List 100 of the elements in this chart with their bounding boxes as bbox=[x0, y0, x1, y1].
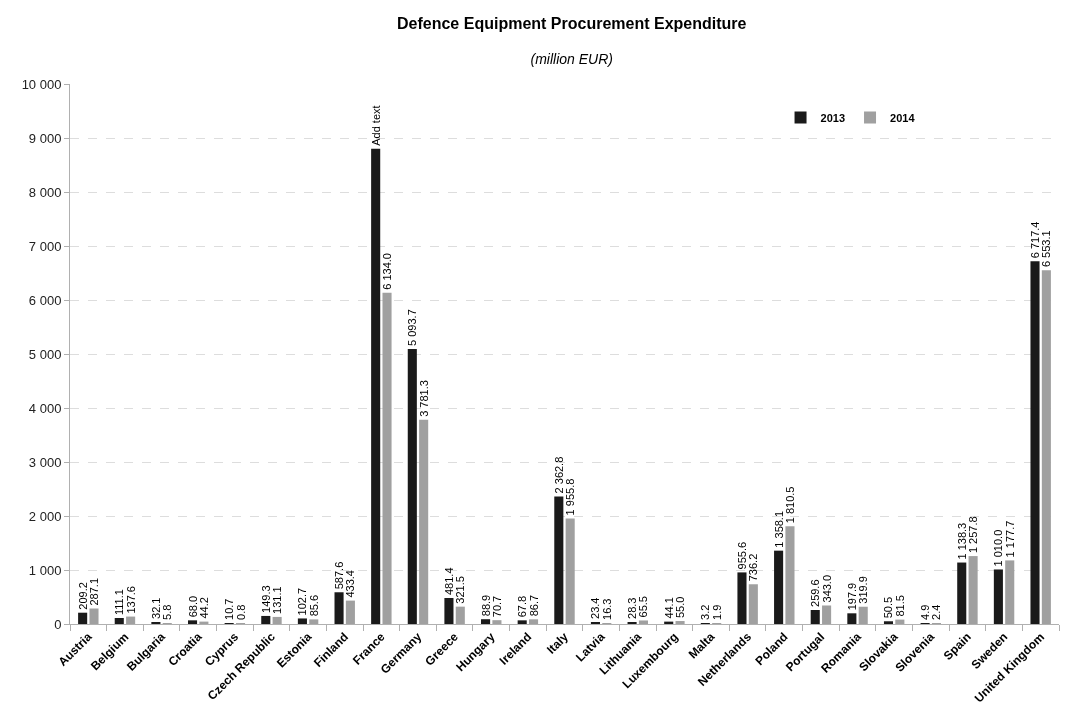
data-label: Add text bbox=[369, 105, 382, 146]
bar bbox=[89, 608, 99, 624]
data-label: 88.9 bbox=[479, 594, 492, 617]
data-label: 1 010.0 bbox=[992, 529, 1005, 567]
data-label: 4.9 bbox=[919, 604, 932, 620]
bar bbox=[1041, 270, 1051, 624]
bar bbox=[822, 605, 832, 624]
bar bbox=[455, 606, 465, 624]
data-label: 343.0 bbox=[820, 574, 833, 603]
bar bbox=[444, 598, 454, 624]
data-label: 1 138.3 bbox=[955, 522, 968, 560]
data-label: 10.7 bbox=[223, 598, 236, 620]
data-label: 1 810.5 bbox=[783, 486, 796, 524]
data-label: 85.6 bbox=[307, 594, 320, 617]
y-tick-label: 4 000 bbox=[28, 400, 62, 416]
chart-subtitle: (million EUR) bbox=[530, 51, 613, 68]
bar bbox=[895, 619, 905, 624]
bar bbox=[78, 612, 88, 624]
bar bbox=[272, 616, 282, 624]
bar bbox=[774, 550, 784, 624]
bar bbox=[529, 619, 539, 624]
bar bbox=[810, 609, 820, 624]
data-label: 28.3 bbox=[626, 597, 639, 619]
y-tick-label: 10 000 bbox=[21, 76, 62, 92]
data-label: 1 955.8 bbox=[564, 478, 577, 516]
bar bbox=[371, 148, 381, 624]
data-label: 1.9 bbox=[710, 604, 723, 620]
y-tick-label: 8 000 bbox=[28, 184, 62, 200]
y-tick-label: 6 000 bbox=[28, 292, 62, 308]
y-tick-label: 1 000 bbox=[28, 562, 62, 578]
bar bbox=[187, 620, 198, 624]
data-label: 111.1 bbox=[113, 589, 126, 615]
bar bbox=[675, 621, 685, 624]
bar bbox=[517, 620, 527, 624]
bar bbox=[1005, 560, 1015, 624]
data-label: 955.6 bbox=[735, 541, 748, 570]
data-label: 321.5 bbox=[454, 576, 467, 604]
data-label: 81.5 bbox=[893, 595, 906, 617]
bar bbox=[114, 618, 124, 624]
data-label: 55.0 bbox=[674, 596, 687, 619]
data-label: 23.4 bbox=[589, 597, 602, 619]
bar bbox=[261, 615, 271, 624]
bar bbox=[345, 600, 355, 624]
data-label: 319.9 bbox=[857, 576, 870, 604]
data-label: 433.4 bbox=[344, 570, 357, 598]
data-label: 1 358.1 bbox=[772, 510, 785, 548]
bar bbox=[957, 562, 967, 624]
data-label: 6 134.0 bbox=[381, 253, 394, 290]
data-label: 736.2 bbox=[747, 553, 760, 582]
data-label: 3.2 bbox=[699, 604, 712, 620]
data-label: 149.3 bbox=[259, 585, 272, 613]
bar bbox=[748, 584, 758, 624]
data-label: 65.5 bbox=[637, 596, 650, 618]
bar bbox=[407, 348, 417, 624]
y-tick-label: 2 000 bbox=[28, 508, 62, 524]
bar bbox=[785, 526, 795, 624]
chart-title: Defence Equipment Procurement Expenditure bbox=[397, 15, 747, 33]
bar bbox=[737, 572, 747, 624]
data-label: 44.1 bbox=[662, 597, 675, 619]
y-tick-label: 5 000 bbox=[28, 346, 62, 362]
data-label: 6 553.1 bbox=[1040, 230, 1053, 268]
data-label: 32.1 bbox=[149, 597, 162, 619]
legend-label: 2013 bbox=[820, 111, 846, 124]
bar bbox=[1030, 261, 1040, 624]
legend-label: 2014 bbox=[890, 111, 916, 124]
y-tick-label: 9 000 bbox=[28, 130, 62, 146]
bar bbox=[492, 620, 502, 624]
data-label: 3 781.3 bbox=[417, 380, 430, 417]
data-label: 287.1 bbox=[87, 577, 100, 606]
data-label: 197.9 bbox=[845, 582, 858, 611]
data-label: 102.7 bbox=[296, 587, 309, 616]
bar bbox=[481, 619, 491, 624]
bar bbox=[297, 618, 307, 624]
data-label: 481.4 bbox=[442, 567, 455, 595]
data-label: 1 177.7 bbox=[1003, 520, 1016, 558]
data-label: 587.6 bbox=[333, 561, 346, 590]
data-label: 1 257.8 bbox=[967, 516, 980, 554]
y-tick-label: 7 000 bbox=[28, 238, 62, 254]
y-tick-label: 0 bbox=[54, 616, 62, 632]
bar bbox=[565, 518, 575, 624]
data-label: 2.4 bbox=[930, 604, 943, 620]
data-label: 209.2 bbox=[76, 582, 89, 610]
bar bbox=[309, 619, 319, 624]
bar bbox=[554, 496, 564, 624]
data-label: 44.2 bbox=[197, 597, 210, 619]
data-label: 259.6 bbox=[809, 579, 822, 607]
bar bbox=[382, 292, 392, 624]
data-label: 5.8 bbox=[161, 604, 174, 620]
bar bbox=[968, 556, 978, 624]
bar bbox=[419, 419, 429, 624]
data-label: 16.3 bbox=[600, 598, 613, 620]
bar bbox=[883, 621, 894, 624]
data-label: 5 093.7 bbox=[406, 309, 419, 346]
data-label: 68.0 bbox=[186, 595, 199, 618]
data-label: 131.1 bbox=[271, 586, 284, 614]
bar bbox=[858, 606, 868, 624]
bar bbox=[126, 616, 136, 624]
data-label: 6 717.4 bbox=[1029, 221, 1042, 259]
bar bbox=[638, 620, 648, 624]
data-label: 50.5 bbox=[882, 596, 895, 619]
